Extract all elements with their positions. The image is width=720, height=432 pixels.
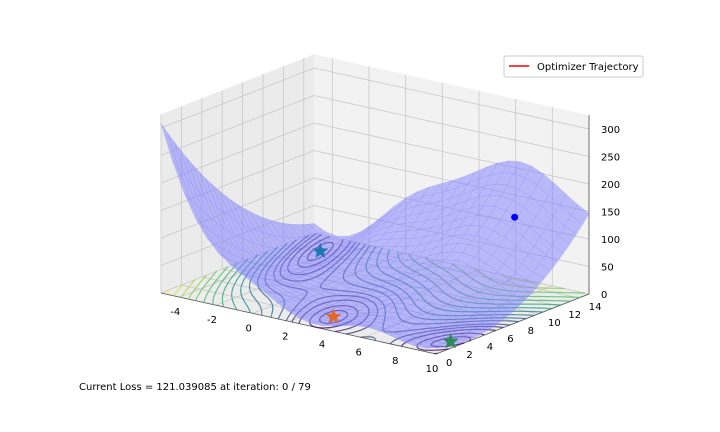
x-tick-label: -2 [207, 315, 217, 326]
y-tick-label: 14 [589, 302, 602, 313]
x-tick-label: 2 [282, 332, 288, 343]
legend-box [503, 55, 644, 78]
status-text: Current Loss = 121.039085 at iteration: … [79, 382, 311, 393]
current-point-marker [511, 213, 519, 221]
grid-line-z [160, 95, 590, 157]
y-tick-label: 8 [528, 326, 534, 337]
loss-surface [160, 123, 590, 349]
z-tick-label: 100 [601, 235, 620, 246]
minimum-star-1 [312, 242, 329, 259]
minimum-star-3 [442, 332, 459, 349]
grid-line-z [160, 67, 590, 130]
legend-label: Optimizer Trajectory [537, 62, 639, 73]
x-tick-label: 10 [426, 364, 439, 375]
legend: Optimizer Trajectory [503, 55, 644, 78]
contour-level [173, 284, 183, 297]
y-tick-label: 10 [548, 318, 561, 329]
y-tick-label: 12 [568, 310, 581, 321]
x-tick-label: 8 [392, 356, 398, 367]
minimum-star-2 [325, 308, 342, 324]
surface-mesh [160, 123, 590, 349]
z-tick-label: 200 [601, 180, 620, 191]
x-tick-label: 4 [319, 340, 325, 351]
z-tick-label: 250 [601, 153, 620, 164]
x-tick-label: -4 [170, 307, 180, 318]
y-tick-label: 4 [487, 342, 493, 353]
x-tick-label: 0 [246, 323, 252, 334]
z-tick-label: 150 [601, 208, 620, 219]
z-tick-label: 300 [601, 125, 620, 136]
point-markers [312, 213, 519, 349]
z-tick-label: 0 [601, 290, 607, 301]
z-tick-label: 50 [601, 263, 614, 274]
y-tick-label: 6 [507, 334, 513, 345]
y-tick-label: 2 [466, 350, 472, 361]
contour-level [165, 289, 171, 295]
y-tick-label: 0 [446, 358, 452, 369]
x-tick-label: 6 [356, 348, 362, 359]
